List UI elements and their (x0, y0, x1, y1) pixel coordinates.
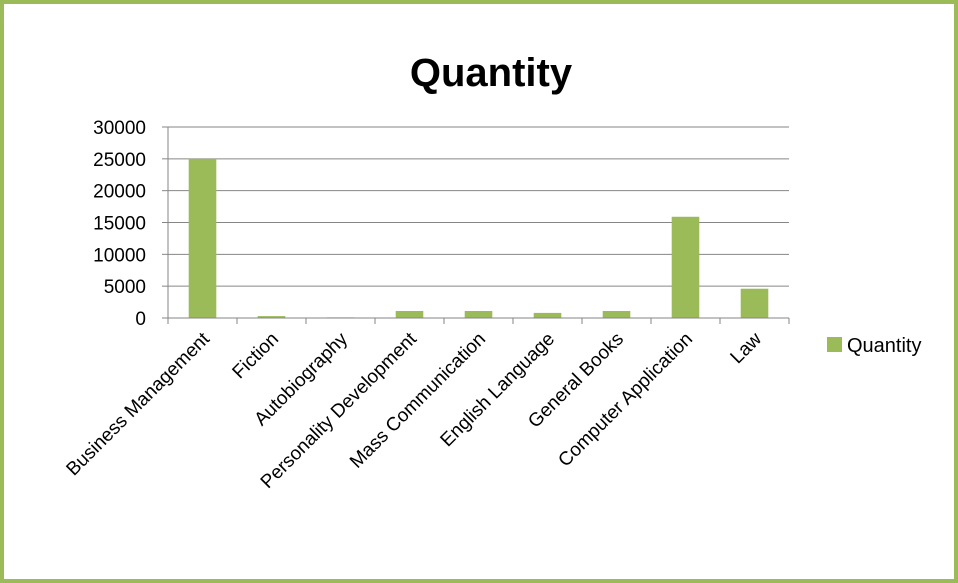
y-tick-label: 20000 (93, 182, 146, 203)
y-tick-label: 15000 (93, 214, 146, 235)
bar (188, 158, 217, 318)
bar (395, 310, 424, 318)
bar-chart: Quantity 050001000015000200002500030000 … (63, 51, 922, 493)
bar (533, 312, 562, 318)
x-tick-label: Law (727, 328, 767, 368)
x-axis-tick-labels: Business Management FictionAutobiographyP… (63, 328, 767, 493)
y-tick-label: 30000 (93, 118, 146, 139)
y-tick-label: 10000 (93, 245, 146, 266)
axes (167, 127, 790, 324)
x-tick-label: Business Management (63, 328, 215, 480)
x-tick-label: Computer Application (554, 329, 697, 472)
chart-title: Quantity (410, 51, 573, 95)
bar (740, 288, 769, 318)
y-axis-tick-labels: 0 5000 10000 15000 20000 25000 30000 (93, 118, 168, 330)
legend: Quantity (827, 335, 921, 357)
bars (188, 158, 769, 318)
legend-label: Quantity (847, 335, 921, 357)
bar (257, 316, 286, 318)
bar (671, 216, 700, 318)
x-tick-label: Fiction (229, 329, 283, 383)
y-tick-label: 5000 (104, 277, 146, 298)
x-tick-label: English Language (437, 329, 559, 451)
y-tick-label: 0 (135, 309, 146, 330)
bar (464, 310, 493, 318)
x-tick-label: Mass Communication (346, 329, 490, 473)
bar (602, 310, 631, 318)
legend-swatch (827, 337, 842, 352)
y-tick-label: 25000 (93, 150, 146, 171)
